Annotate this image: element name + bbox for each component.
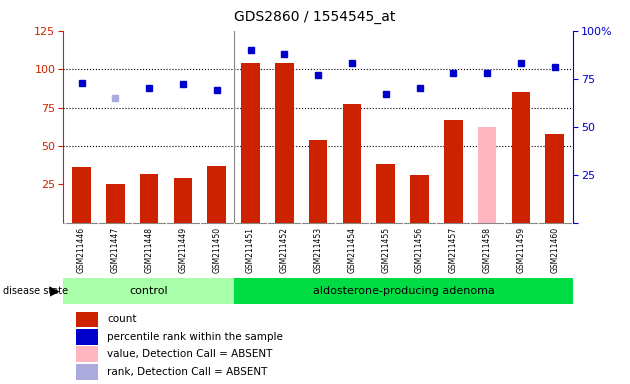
- Text: GSM211451: GSM211451: [246, 227, 255, 273]
- Bar: [343, 104, 361, 223]
- Text: GSM211450: GSM211450: [212, 227, 221, 273]
- Bar: [63, 278, 234, 304]
- Bar: [76, 311, 98, 327]
- Text: GSM211448: GSM211448: [145, 227, 154, 273]
- Bar: [207, 166, 226, 223]
- Bar: [234, 278, 573, 304]
- Text: value, Detection Call = ABSENT: value, Detection Call = ABSENT: [107, 349, 273, 359]
- Bar: [76, 329, 98, 345]
- Text: GSM211449: GSM211449: [178, 227, 188, 273]
- Text: GSM211460: GSM211460: [550, 227, 559, 273]
- Bar: [444, 120, 462, 223]
- Bar: [512, 92, 530, 223]
- Text: GDS2860 / 1554545_at: GDS2860 / 1554545_at: [234, 10, 396, 23]
- Text: GSM211447: GSM211447: [111, 227, 120, 273]
- Bar: [478, 127, 496, 223]
- Text: GSM211452: GSM211452: [280, 227, 289, 273]
- Text: GSM211454: GSM211454: [347, 227, 357, 273]
- Text: GSM211446: GSM211446: [77, 227, 86, 273]
- Text: GSM211455: GSM211455: [381, 227, 390, 273]
- Text: GSM211458: GSM211458: [483, 227, 491, 273]
- Text: ▶: ▶: [50, 285, 60, 297]
- Text: GSM211453: GSM211453: [314, 227, 323, 273]
- Bar: [72, 167, 91, 223]
- Bar: [140, 174, 159, 223]
- Bar: [76, 364, 98, 380]
- Bar: [410, 175, 429, 223]
- Bar: [546, 134, 564, 223]
- Text: GSM211456: GSM211456: [415, 227, 424, 273]
- Bar: [106, 184, 125, 223]
- Text: count: count: [107, 314, 137, 324]
- Bar: [76, 346, 98, 362]
- Text: control: control: [129, 286, 168, 296]
- Text: GSM211459: GSM211459: [517, 227, 525, 273]
- Bar: [174, 178, 192, 223]
- Text: aldosterone-producing adenoma: aldosterone-producing adenoma: [312, 286, 495, 296]
- Bar: [275, 63, 294, 223]
- Bar: [309, 140, 328, 223]
- Bar: [377, 164, 395, 223]
- Text: disease state: disease state: [3, 286, 68, 296]
- Text: rank, Detection Call = ABSENT: rank, Detection Call = ABSENT: [107, 367, 268, 377]
- Text: percentile rank within the sample: percentile rank within the sample: [107, 332, 283, 342]
- Bar: [241, 63, 260, 223]
- Text: GSM211457: GSM211457: [449, 227, 458, 273]
